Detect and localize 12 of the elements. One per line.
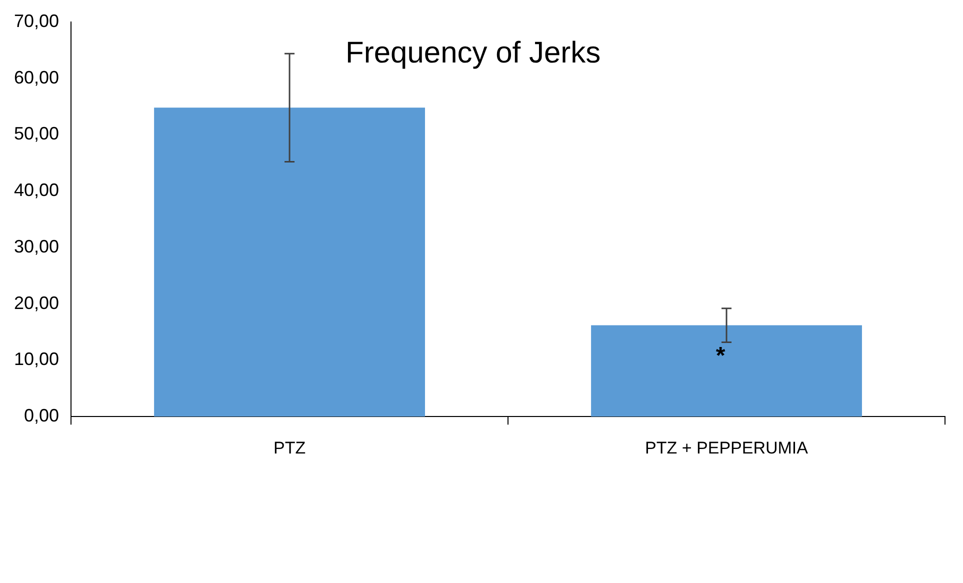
y-tick-label: 10,00: [14, 349, 60, 370]
x-tick-label: PTZ + PEPPERUMIA: [645, 438, 809, 458]
y-tick-label: 50,00: [14, 124, 60, 144]
annotation: *: [716, 342, 726, 370]
y-tick-label: 0,00: [24, 406, 60, 426]
text: Frequency of Jerks: [346, 36, 601, 70]
y-tick-label: 60,00: [14, 67, 60, 88]
y-tick-label: 40,00: [14, 180, 60, 200]
y-tick-label: 70,00: [14, 10, 60, 31]
y-tick-label: 30,00: [14, 236, 60, 256]
y-tick-label: 20,00: [14, 292, 60, 313]
x-tick-label: PTZ: [273, 438, 306, 458]
